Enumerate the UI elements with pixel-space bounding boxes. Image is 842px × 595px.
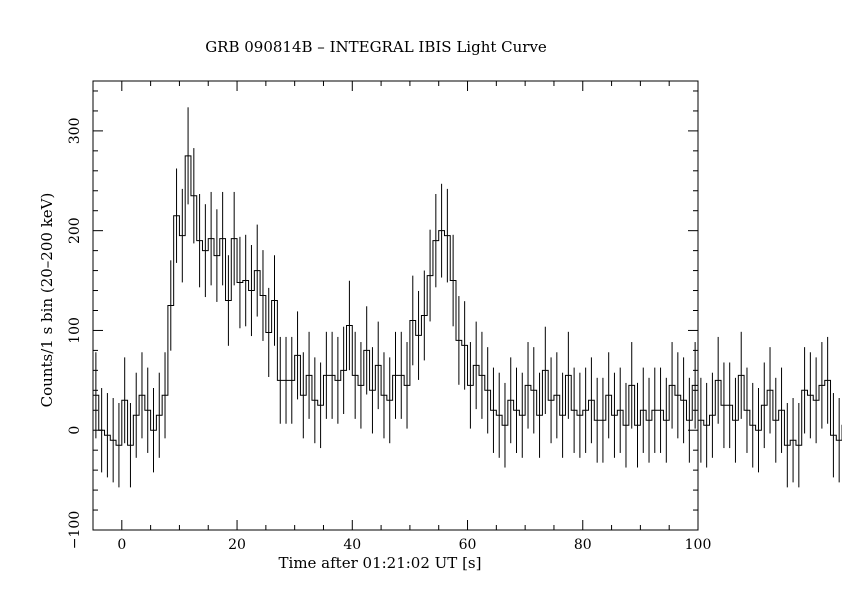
y-tick-label: 0: [67, 426, 83, 435]
y-tick-label: −100: [67, 511, 83, 549]
y-tick-labels: −100 0 100 200 300: [67, 118, 83, 550]
y-tick-label: 300: [67, 118, 83, 145]
plot-frame: [92, 80, 699, 531]
y-tick-label: 200: [67, 217, 83, 244]
x-tick-label: 80: [574, 537, 592, 553]
x-tick-label: 20: [228, 537, 246, 553]
x-axis-label: Time after 01:21:02 UT [s]: [279, 554, 482, 572]
y-tick-label: 100: [67, 317, 83, 344]
light-curve-step: [93, 155, 842, 446]
plot-area: [93, 107, 842, 488]
y-axis-label: Counts/1 s bin (20–200 keV): [38, 193, 56, 408]
x-tick-label: 100: [685, 537, 712, 553]
x-tick-label: 40: [343, 537, 361, 553]
x-tick-labels: 0 20 40 60 80 100: [117, 537, 711, 553]
x-tick-label: 0: [117, 537, 126, 553]
axis-ticks: [93, 81, 699, 531]
chart-title: GRB 090814B – INTEGRAL IBIS Light Curve: [205, 38, 547, 56]
x-tick-label: 60: [459, 537, 477, 553]
